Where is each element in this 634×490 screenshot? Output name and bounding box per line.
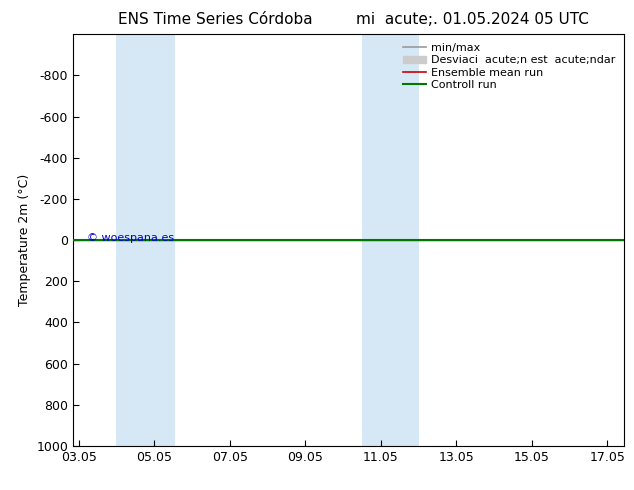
Text: ENS Time Series Córdoba: ENS Time Series Córdoba	[119, 12, 313, 27]
Bar	[362, 34, 418, 446]
Text: mi  acute;. 01.05.2024 05 UTC: mi acute;. 01.05.2024 05 UTC	[356, 12, 589, 27]
Legend: min/max, Desviaci  acute;n est  acute;ndar, Ensemble mean run, Controll run: min/max, Desviaci acute;n est acute;ndar…	[400, 40, 619, 93]
Y-axis label: Temperature 2m (°C): Temperature 2m (°C)	[18, 174, 30, 306]
Bar	[117, 34, 175, 446]
Text: © woespana.es: © woespana.es	[87, 233, 174, 243]
